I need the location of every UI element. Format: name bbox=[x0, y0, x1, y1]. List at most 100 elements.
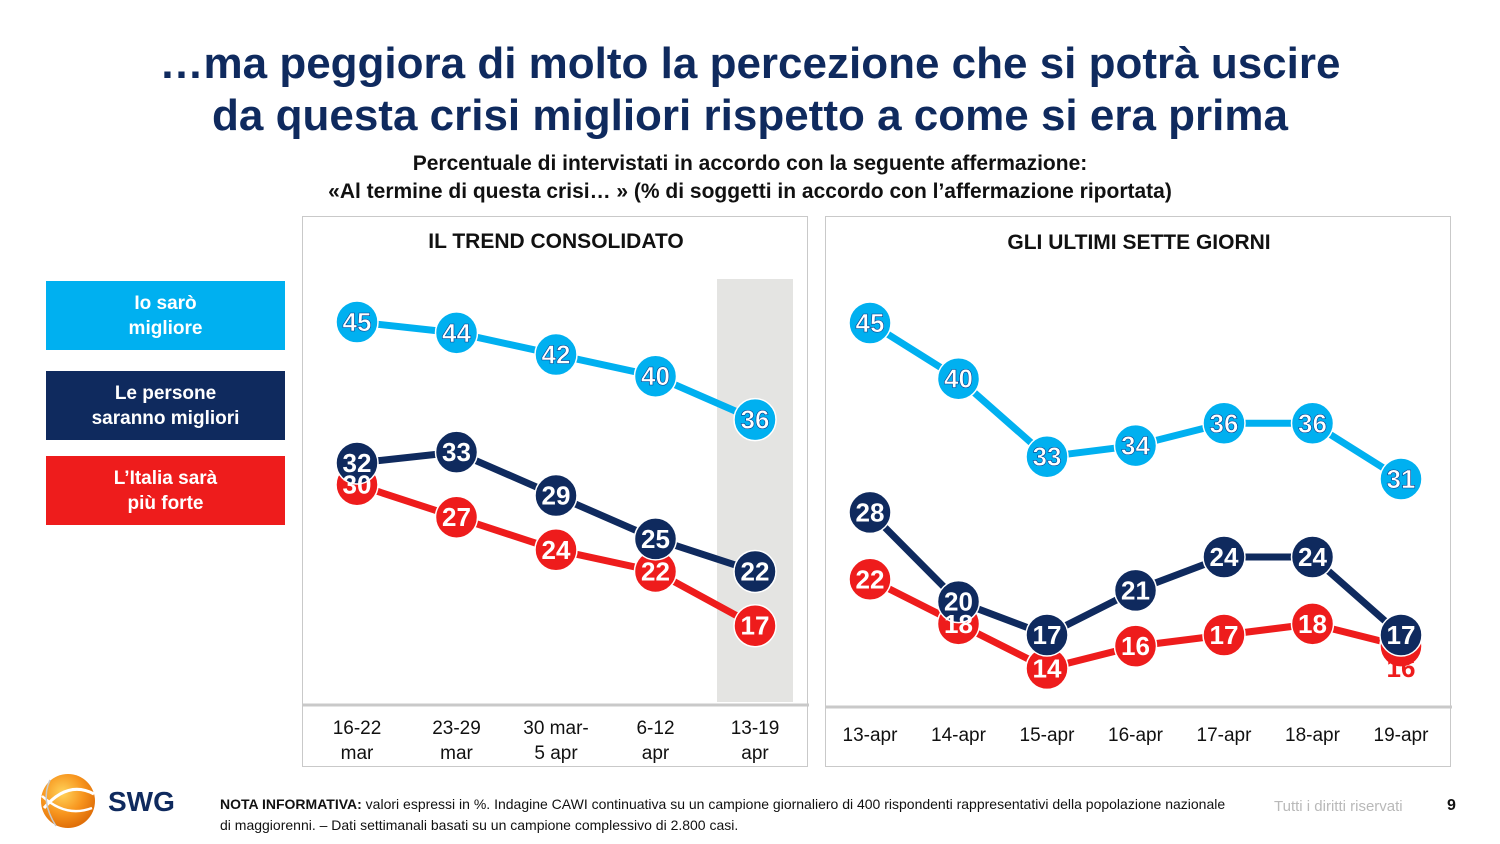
x-tick-label: 14-apr bbox=[931, 725, 987, 746]
legend-label-line1: L’Italia sarà bbox=[113, 467, 218, 489]
data-point bbox=[1202, 401, 1246, 446]
data-point bbox=[733, 549, 777, 594]
data-point bbox=[733, 603, 777, 648]
data-label: 36 bbox=[1210, 408, 1239, 438]
data-label: 21 bbox=[1121, 575, 1150, 605]
x-tick-label: mar bbox=[341, 743, 374, 764]
x-tick-label: 16-22 bbox=[333, 718, 382, 739]
x-tick-label: 16-apr bbox=[1108, 725, 1164, 746]
data-label: 24 bbox=[542, 535, 571, 565]
data-point bbox=[1113, 624, 1158, 668]
data-point bbox=[633, 354, 678, 398]
data-label: 45 bbox=[856, 308, 885, 338]
rights-text: Tutti i diritti riservati bbox=[1274, 798, 1403, 815]
data-label: 17 bbox=[1210, 620, 1239, 650]
data-label: 32 bbox=[343, 448, 372, 478]
x-tick-label: 17-apr bbox=[1197, 725, 1253, 746]
data-label: 17 bbox=[741, 611, 770, 641]
data-label: 17 bbox=[1033, 620, 1062, 650]
data-label: 44 bbox=[442, 318, 471, 348]
page-subtitle: Percentuale di intervistati in accordo c… bbox=[0, 150, 1500, 206]
subtitle-line2: «Al termine di questa crisi… » (% di sog… bbox=[328, 180, 1172, 203]
page-number: 9 bbox=[1447, 797, 1456, 814]
data-point bbox=[1113, 423, 1158, 468]
x-tick-label: 13-apr bbox=[843, 725, 899, 746]
data-label: 24 bbox=[1298, 542, 1327, 572]
data-point bbox=[1113, 568, 1158, 613]
data-label: 14 bbox=[1033, 653, 1062, 683]
data-point bbox=[1025, 434, 1069, 479]
data-point bbox=[335, 300, 379, 344]
chart-title: IL TREND CONSOLIDATO bbox=[428, 230, 684, 253]
page-title: …ma peggiora di molto la percezione che … bbox=[0, 38, 1500, 142]
data-point bbox=[848, 557, 892, 602]
data-label: 45 bbox=[343, 307, 372, 337]
page-title-line2: da questa crisi migliori rispetto a come… bbox=[212, 91, 1288, 140]
data-point bbox=[1202, 613, 1246, 657]
swg-logo-icon bbox=[41, 774, 95, 828]
data-point bbox=[1202, 535, 1246, 579]
data-point bbox=[434, 311, 479, 355]
data-label: 16 bbox=[1387, 653, 1416, 683]
legend-persone-migliori: Le persone saranno migliori bbox=[46, 371, 285, 440]
data-point bbox=[733, 397, 777, 442]
data-point bbox=[633, 517, 678, 561]
legend-label-line2: più forte bbox=[127, 492, 204, 514]
x-tick-label: 30 mar- bbox=[523, 718, 588, 739]
data-point bbox=[936, 579, 981, 624]
data-label: 36 bbox=[1298, 408, 1327, 438]
x-tick-label: 18-apr bbox=[1285, 725, 1341, 746]
data-point bbox=[434, 430, 479, 474]
chart-ultimi-sette-giorni: GLI ULTIMI SETTE GIORNI 13-apr 14-apr 15-ap… bbox=[826, 231, 1452, 746]
data-label: 27 bbox=[442, 502, 471, 532]
data-label: 22 bbox=[741, 556, 770, 586]
data-point bbox=[1025, 613, 1069, 657]
x-tick-label: 23-29 bbox=[432, 718, 481, 739]
legend-label-line2: migliore bbox=[128, 317, 203, 339]
chart-panel-ultimi-sette-giorni: GLI ULTIMI SETTE GIORNI 13-apr 14-apr 15-ap… bbox=[825, 216, 1452, 767]
x-tick-label: 5 apr bbox=[534, 743, 578, 764]
x-tick-label: apr bbox=[642, 743, 670, 764]
logo-text: SWG bbox=[108, 786, 175, 817]
subtitle-line1: Percentuale di intervistati in accordo c… bbox=[412, 152, 1088, 175]
page-title-line1: …ma peggiora di molto la percezione che … bbox=[159, 39, 1341, 88]
footer-note-text: valori espressi in %. Indagine CAWI cont… bbox=[220, 796, 1226, 833]
data-label: 22 bbox=[641, 556, 670, 586]
data-point bbox=[848, 301, 892, 345]
data-point bbox=[936, 356, 981, 401]
data-point bbox=[534, 473, 578, 518]
data-label: 33 bbox=[442, 437, 471, 467]
legend-label-line2: saranno migliori bbox=[91, 407, 240, 429]
data-point bbox=[534, 332, 578, 377]
data-label: 36 bbox=[741, 405, 770, 435]
data-label: 18 bbox=[944, 609, 973, 639]
data-label: 16 bbox=[1121, 631, 1150, 661]
data-point bbox=[848, 490, 892, 535]
x-tick-label: 15-apr bbox=[1020, 725, 1076, 746]
chart-trend-consolidato: IL TREND CONSOLIDATO 16-22 mar 23-29 mar 30 m… bbox=[303, 230, 809, 764]
data-label: 42 bbox=[542, 340, 571, 370]
footer-note-label: NOTA INFORMATIVA: bbox=[220, 796, 362, 812]
data-label: 25 bbox=[641, 524, 670, 554]
data-label: 31 bbox=[1387, 464, 1416, 494]
data-label: 33 bbox=[1033, 442, 1062, 472]
data-label: 28 bbox=[856, 497, 885, 527]
data-label: 20 bbox=[944, 587, 973, 617]
data-point bbox=[534, 528, 578, 572]
data-label: 22 bbox=[856, 564, 885, 594]
data-point bbox=[434, 495, 479, 539]
footer-note: NOTA INFORMATIVA: valori espressi in %. … bbox=[220, 794, 1230, 836]
data-label: 17 bbox=[1387, 620, 1416, 650]
x-tick-label: 13-19 bbox=[731, 718, 780, 739]
x-tick-label: 6-12 bbox=[636, 718, 674, 739]
chart-title: GLI ULTIMI SETTE GIORNI bbox=[1007, 231, 1270, 254]
data-point bbox=[1290, 602, 1335, 646]
data-label: 29 bbox=[542, 481, 571, 511]
data-label: 18 bbox=[1298, 609, 1327, 639]
legend-io-saro-migliore: Io sarò migliore bbox=[46, 281, 285, 350]
chart-panel-trend-consolidato: IL TREND CONSOLIDATO 16-22 mar 23-29 mar 30 m… bbox=[302, 216, 809, 767]
x-tick-label: mar bbox=[440, 743, 473, 764]
data-point bbox=[1379, 613, 1423, 657]
legend-label-line1: Io sarò bbox=[134, 292, 197, 314]
data-point bbox=[1290, 535, 1335, 579]
